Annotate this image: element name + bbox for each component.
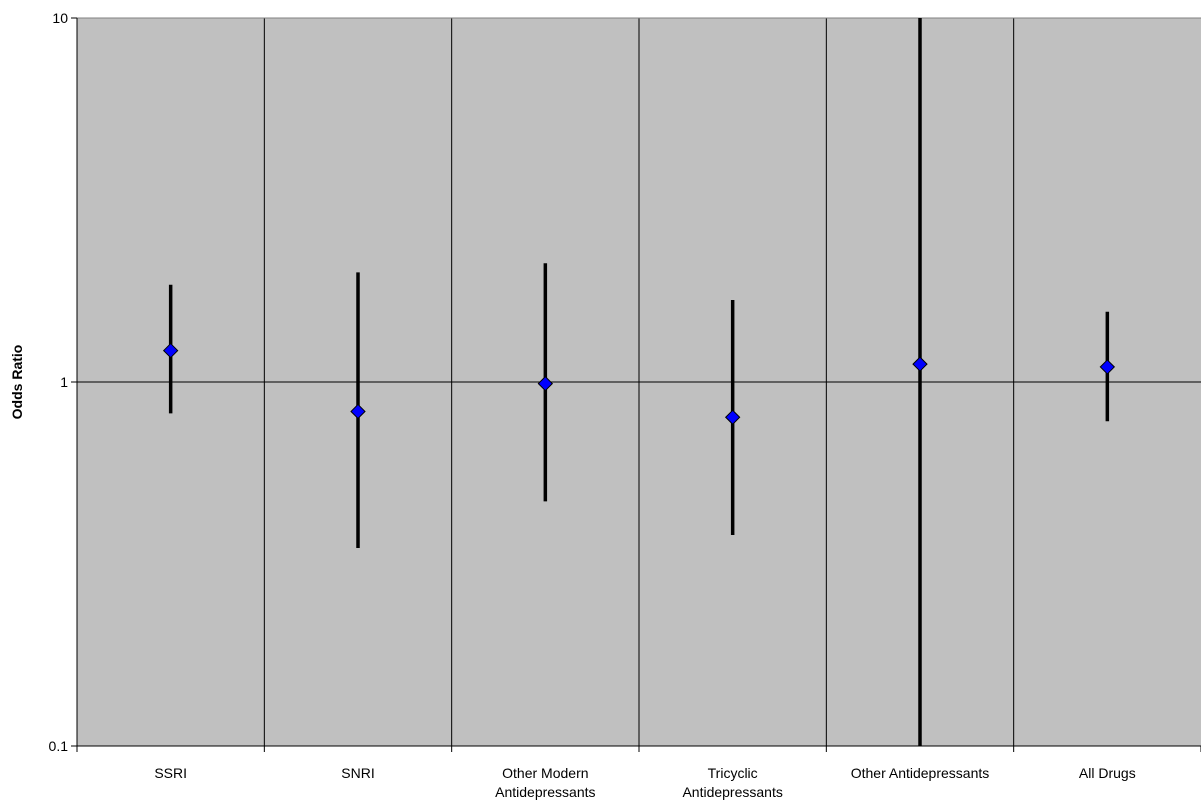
data-point-marker	[1099, 359, 1116, 375]
data-point-marker	[162, 342, 179, 359]
y-tick-label: 1	[60, 374, 68, 390]
y-tick-label: 10	[52, 10, 68, 26]
x-tick-label: Other Modern Antidepressants	[495, 765, 595, 800]
x-tick-label: Tricyclic Antidepressants	[682, 765, 782, 800]
x-tick-label: Other Antidepressants	[851, 765, 990, 781]
x-tick-label: SNRI	[341, 765, 374, 781]
x-tick-label: SSRI	[154, 765, 187, 781]
x-tick-label: All Drugs	[1079, 765, 1136, 781]
data-point-marker	[912, 356, 928, 372]
y-axis-label: Odds Ratio	[9, 345, 25, 420]
y-tick-label: 0.1	[49, 738, 69, 754]
data-point-marker	[537, 375, 554, 392]
data-point-marker	[724, 409, 741, 425]
data-point-marker	[350, 403, 366, 420]
plot-area: 0.1 1 10 SSRI SNRI Other Modern Antidepressant…	[49, 10, 1201, 800]
